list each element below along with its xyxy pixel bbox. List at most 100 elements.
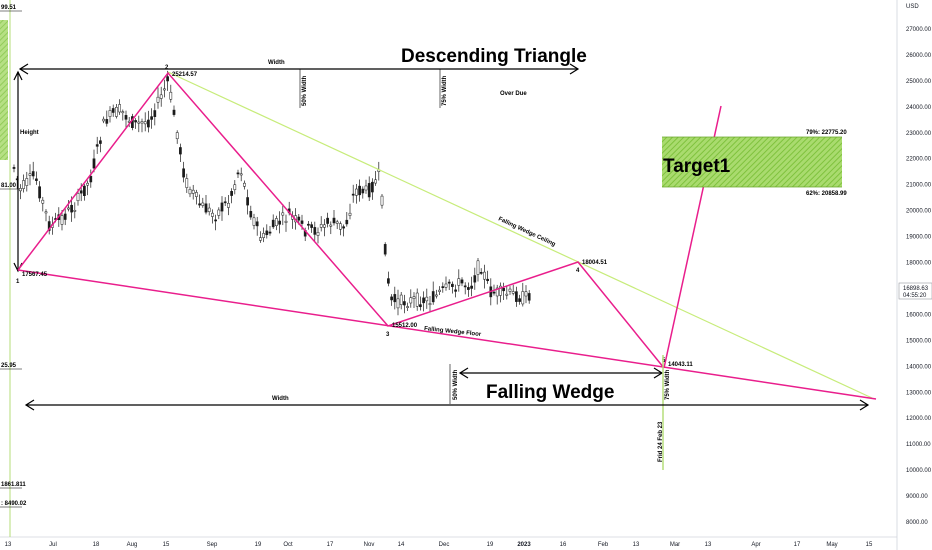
candle (211, 209, 214, 224)
candle (153, 103, 157, 126)
candle (246, 189, 249, 215)
candle (326, 212, 329, 228)
candle (35, 171, 38, 185)
time-tick-label: 17 (794, 542, 801, 548)
candle (204, 194, 208, 215)
candle (281, 204, 285, 226)
top-75-width-label: 75% Width (442, 75, 448, 106)
candle (409, 289, 413, 308)
last-price-value: 16898.63 (903, 286, 929, 292)
candle (358, 179, 361, 202)
currency-label: USD (906, 4, 919, 10)
candle (121, 109, 125, 121)
candle (393, 286, 397, 310)
candle (185, 173, 189, 193)
candle (259, 231, 262, 243)
width-bottom-label: Width (272, 396, 289, 402)
time-tick-label: 13 (5, 542, 12, 548)
price-tick-label: 9000.00 (906, 494, 928, 500)
candle (233, 180, 237, 195)
candle (323, 219, 326, 237)
candle (495, 284, 499, 305)
candle (351, 184, 355, 203)
candle (275, 215, 278, 231)
price-tick-label: 23000.00 (906, 131, 932, 137)
point-2-number: 2 (165, 65, 169, 71)
point-1-number: 1 (16, 279, 20, 285)
price-tick-label: 22000.00 (906, 157, 932, 163)
candle (451, 281, 454, 294)
candle (179, 143, 182, 163)
candle (118, 99, 121, 115)
time-tick-label: 2023 (517, 542, 531, 548)
candle (207, 203, 211, 216)
candle (220, 196, 224, 221)
candle (262, 227, 265, 243)
candle (111, 104, 115, 117)
target-zone (662, 137, 842, 187)
candle (313, 221, 317, 241)
candle (367, 176, 371, 201)
time-tick-label: 16 (560, 542, 567, 548)
candle (335, 219, 339, 230)
candle (182, 161, 185, 183)
candle (345, 212, 349, 227)
candle (361, 186, 365, 199)
candle (143, 112, 147, 132)
time-tick-label: Nov (364, 542, 375, 548)
width-top-label: Width (268, 60, 285, 66)
time-tick-label: 13 (633, 542, 640, 548)
candle (518, 294, 521, 305)
candle (140, 118, 144, 133)
wedge-ceiling-line (167, 71, 873, 399)
time-tick-label: Feb (598, 542, 609, 548)
candle (431, 281, 435, 305)
candle (31, 161, 35, 180)
candle (255, 216, 259, 236)
time-tick-label: May (826, 542, 837, 548)
time-tick-label: Sep (207, 542, 218, 548)
candle (502, 282, 505, 301)
price-tick-label: 12000.00 (906, 416, 932, 422)
candle (412, 292, 416, 308)
left-value-top: 99.51 (1, 5, 17, 11)
candle (527, 290, 531, 304)
candle (227, 194, 230, 216)
time-tick-label: Aug (127, 542, 138, 548)
descending-triangle-title: Descending Triangle (401, 46, 587, 67)
countdown-value: 04:55:20 (903, 293, 927, 299)
point-3-number: 3 (386, 332, 390, 338)
candle (521, 282, 525, 307)
candle (406, 302, 409, 311)
triangle-width-arrow (18, 63, 580, 75)
candle (28, 164, 32, 186)
candle (131, 113, 134, 131)
time-tick-label: Mar (670, 542, 680, 548)
height-label: Height (20, 130, 39, 136)
candle (105, 110, 109, 127)
time-tick-label: 19 (255, 542, 262, 548)
candle (89, 169, 93, 188)
candle (108, 106, 112, 123)
candle (92, 149, 96, 173)
candle (374, 171, 377, 186)
price-tick-label: 16000.00 (906, 312, 932, 318)
candle (470, 276, 473, 297)
candle (188, 186, 192, 198)
time-tick-label: Jul (49, 542, 57, 548)
candle (438, 286, 441, 295)
candle (387, 271, 390, 287)
candle (95, 136, 99, 154)
candle (457, 269, 461, 292)
candle (319, 216, 323, 232)
point-2-value: 25214.57 (172, 72, 198, 78)
candle (463, 282, 467, 295)
candle (473, 267, 477, 290)
candle (214, 214, 217, 231)
candle (342, 224, 345, 237)
candle (310, 221, 313, 233)
candle (102, 116, 105, 124)
top-50-width-label: 50% Width (302, 75, 308, 106)
candle (147, 110, 150, 133)
